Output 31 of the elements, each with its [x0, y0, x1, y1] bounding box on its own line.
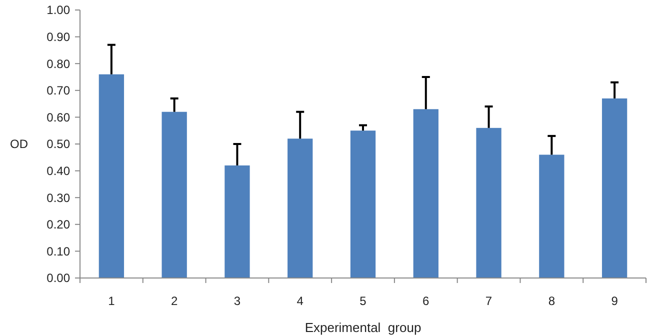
y-tick-label: 0.00 [46, 271, 70, 286]
bar [98, 74, 124, 278]
y-tick-label: 0.40 [46, 164, 70, 178]
y-tick-label: 1.00 [46, 3, 70, 18]
x-tick-label: 5 [360, 294, 367, 308]
y-tick-label: 0.70 [46, 84, 70, 98]
bar [413, 109, 438, 278]
y-tick-label: 0.20 [46, 218, 70, 232]
x-tick-label: 4 [296, 294, 304, 308]
x-tick-label: 7 [485, 294, 492, 308]
bar [224, 165, 250, 278]
bar [539, 154, 564, 278]
x-tick-label: 9 [611, 294, 618, 308]
bar [162, 112, 187, 278]
x-axis-title: Experimental group [304, 320, 422, 335]
y-tick-label: 0.80 [46, 56, 70, 71]
y-tick-label: 0.10 [46, 244, 70, 258]
bar [476, 128, 502, 278]
x-tick-label: 1 [108, 294, 116, 308]
y-tick-label: 0.30 [46, 190, 70, 205]
y-tick-label: 0.50 [46, 137, 70, 152]
x-tick-label: 6 [422, 294, 430, 308]
y-tick-label: 0.60 [46, 110, 70, 124]
bar [288, 138, 313, 278]
y-axis-title: OD [10, 137, 28, 152]
x-tick-label: 3 [234, 294, 241, 308]
y-tick-label: 0.90 [46, 30, 70, 44]
x-tick-label: 2 [170, 294, 178, 308]
bar [602, 98, 628, 278]
x-tick-label: 8 [548, 294, 556, 308]
bar [350, 130, 376, 278]
